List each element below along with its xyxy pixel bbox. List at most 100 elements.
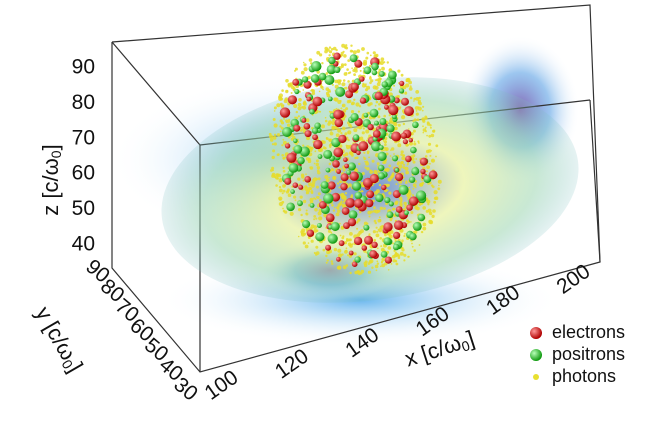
photon	[297, 106, 302, 111]
photon	[337, 209, 341, 213]
photon	[297, 102, 302, 107]
particle	[311, 127, 319, 134]
particle	[327, 181, 336, 190]
photon	[393, 253, 399, 258]
photon	[339, 234, 342, 237]
photon	[381, 66, 385, 71]
photon	[378, 103, 381, 106]
photon	[432, 209, 436, 213]
particle	[284, 177, 292, 185]
photon	[427, 149, 432, 153]
photon	[331, 83, 334, 86]
photon	[383, 114, 387, 118]
photon	[314, 207, 318, 212]
particle	[324, 75, 335, 85]
photon	[343, 63, 347, 66]
photon	[389, 155, 392, 157]
photon	[342, 126, 346, 131]
particle	[399, 80, 405, 86]
photon	[437, 187, 441, 191]
photon	[307, 75, 311, 80]
particle	[378, 145, 384, 150]
photon	[368, 156, 370, 159]
photon	[393, 153, 395, 155]
photon	[371, 266, 374, 269]
particle	[359, 76, 365, 82]
photon	[367, 262, 371, 265]
particle	[282, 127, 292, 137]
particle	[406, 204, 413, 211]
z-tick-label: 40	[72, 233, 95, 256]
photon	[336, 182, 340, 185]
photon	[422, 125, 424, 128]
photon	[411, 242, 413, 245]
photon	[368, 233, 371, 236]
particle	[312, 134, 318, 141]
particle	[369, 250, 378, 259]
photon	[292, 136, 296, 140]
photon	[282, 157, 285, 160]
particle	[371, 141, 381, 152]
photon	[339, 100, 342, 102]
photon	[369, 64, 372, 68]
photon	[375, 171, 378, 174]
particle	[288, 163, 299, 173]
photon	[339, 222, 341, 225]
photon	[298, 98, 302, 102]
photon	[429, 126, 432, 129]
photon	[357, 218, 361, 222]
photon	[430, 133, 435, 138]
photon	[384, 143, 387, 147]
photon	[408, 186, 411, 189]
photon	[374, 221, 377, 225]
photon	[290, 92, 293, 94]
photon	[279, 198, 282, 201]
particle	[348, 210, 358, 220]
photon	[332, 175, 337, 181]
photon	[273, 123, 278, 128]
particle	[332, 160, 340, 168]
photon	[285, 119, 288, 122]
photon	[350, 110, 355, 114]
photon	[272, 136, 277, 140]
photon	[413, 118, 417, 122]
particle	[341, 207, 350, 215]
photon	[340, 107, 343, 110]
particle	[328, 56, 336, 65]
photon	[363, 59, 368, 64]
photon	[359, 136, 364, 141]
photon	[363, 156, 365, 158]
photon	[321, 62, 324, 65]
photon	[418, 142, 420, 144]
photon	[391, 172, 395, 176]
z-tick-label: 90	[72, 56, 95, 79]
particle	[310, 74, 320, 83]
photon	[401, 248, 405, 252]
photon	[401, 239, 404, 242]
photon	[402, 85, 407, 90]
z-axis-label: z [c/ω0]	[38, 144, 64, 215]
particle	[411, 167, 420, 176]
photon	[433, 190, 438, 195]
particle	[378, 164, 385, 172]
particle	[354, 59, 363, 68]
photon	[424, 155, 428, 158]
photon	[282, 184, 286, 188]
photon	[316, 50, 321, 55]
photon	[328, 50, 333, 54]
photon	[369, 76, 372, 80]
particle	[327, 233, 338, 244]
photon	[341, 236, 345, 240]
photon	[354, 270, 358, 275]
photon	[360, 269, 365, 274]
photon	[354, 156, 357, 160]
particle	[327, 96, 333, 102]
photon	[389, 175, 393, 180]
particle	[371, 241, 378, 248]
photon	[383, 207, 386, 210]
photon	[337, 128, 342, 133]
legend-label: electrons	[552, 322, 625, 342]
photon	[365, 129, 370, 134]
particle	[353, 198, 364, 208]
photon	[317, 171, 321, 175]
